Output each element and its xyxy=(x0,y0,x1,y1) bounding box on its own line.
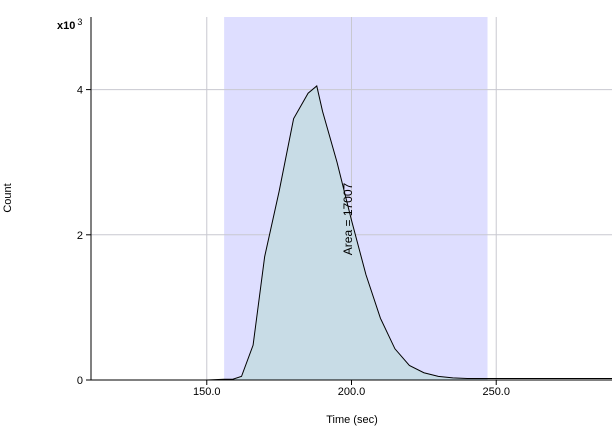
x-tick-label: 200.0 xyxy=(338,386,366,398)
y-tick-label: 4 xyxy=(77,85,83,97)
y-tick-label: 0 xyxy=(77,375,83,387)
x-axis-title: Time (sec) xyxy=(326,414,378,426)
peak-area-fill xyxy=(224,85,488,380)
y-multiplier-label: x10 3 xyxy=(57,17,82,32)
series-line xyxy=(91,85,612,381)
area-annotation: Area = 17007 xyxy=(341,182,355,255)
y-axis-title: Count xyxy=(2,183,14,212)
y-tick-label: 2 xyxy=(77,230,83,242)
x-tick-label: 150.0 xyxy=(193,386,221,398)
x-tick-label: 250.0 xyxy=(482,386,510,398)
